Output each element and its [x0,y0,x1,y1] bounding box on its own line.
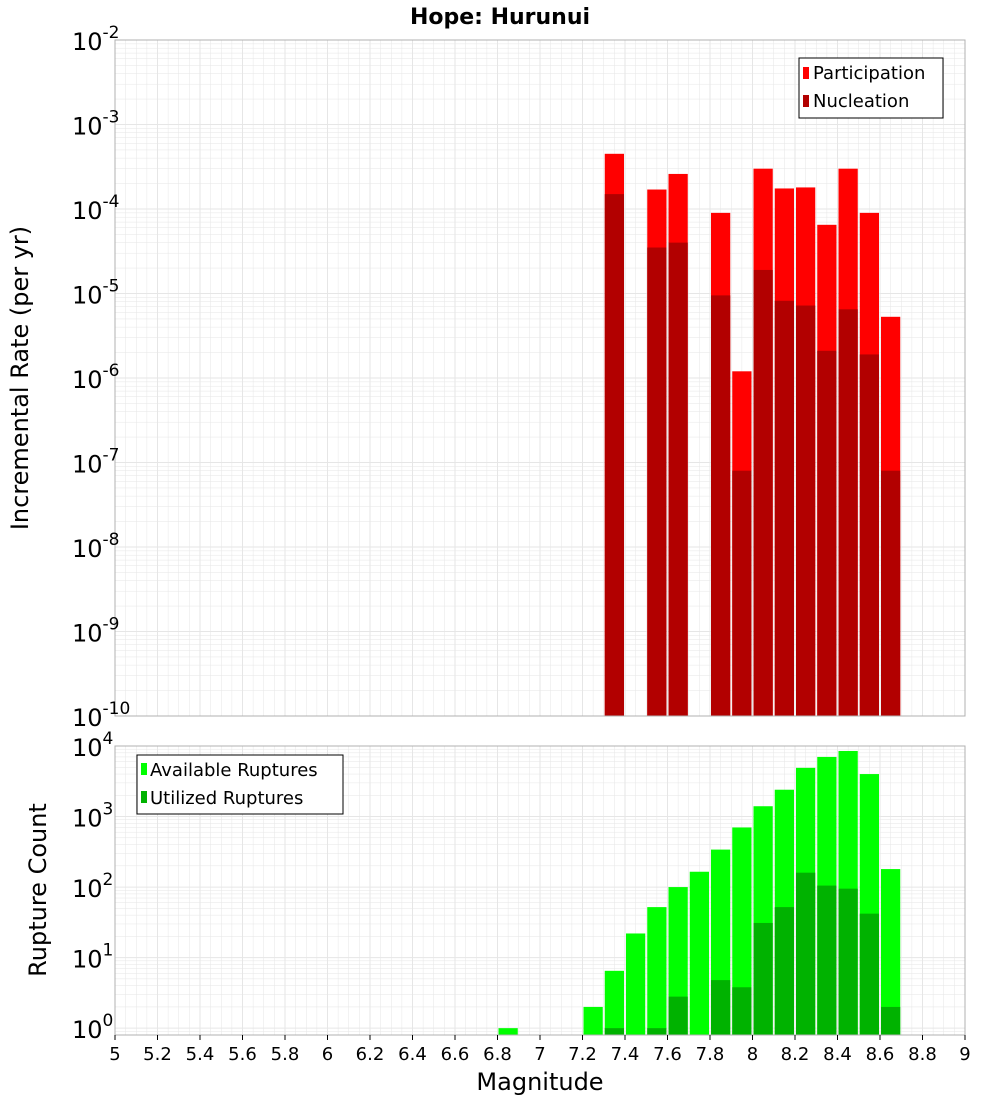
bottom-legend-box [136,754,344,815]
bottom-bar-available-ruptures [881,869,901,1035]
legend-swatch-nucleation [803,95,809,107]
legend-label-participation: Participation [813,63,925,84]
bottom-bar-utilized-ruptures [647,1028,667,1035]
x-tick-label: 5.2 [143,1044,172,1065]
legend-label-utilized: Utilized Ruptures [150,788,303,809]
top-bar-nucleation [604,194,624,716]
x-tick-label: 6 [322,1044,333,1065]
top-bar-nucleation [711,295,731,716]
bottom-bar-utilized-ruptures [881,1006,901,1035]
bottom-bar-available-ruptures [604,970,624,1035]
participation-nucleation-panel: 10-10 10-9 10-8 10-7 10-6 10-5 10-4 10-3 10-2 In… [6,23,966,732]
x-tick-label: 6.4 [398,1044,427,1065]
bottom-bar-utilized-ruptures [838,888,858,1035]
top-bar-nucleation [774,300,794,716]
top-y-tick-label: 10-7 [72,446,120,479]
x-tick-label: 7.4 [611,1044,640,1065]
bottom-bar-available-ruptures [689,871,709,1035]
x-tick-label: 5.4 [186,1044,215,1065]
top-y-tick-label: 10-5 [72,277,120,310]
bottom-y-tick-label: 102 [72,870,113,903]
x-tick-label: 6.2 [356,1044,385,1065]
top-y-tick-label: 10-6 [72,361,120,394]
x-tick-label: 6.6 [441,1044,470,1065]
legend-label-nucleation: Nucleation [813,91,909,112]
bottom-bar-available-ruptures [647,907,667,1035]
bottom-y-tick-label: 104 [72,729,113,762]
top-bar-nucleation [732,470,752,716]
bottom-bar-available-ruptures [498,1028,518,1035]
top-y-ticks: 10-10 10-9 10-8 10-7 10-6 10-5 10-4 10-3 10-2 [72,23,130,732]
x-tick-label: 7.8 [696,1044,725,1065]
top-y-tick-label: 10-10 [72,699,130,732]
rupture-count-panel: 100 101 102 103 104 5 5.2 5.4 5.6 5.8 6 6.2 6.4 6.6 6… [24,729,971,1096]
x-tick-label: 8 [747,1044,758,1065]
top-bar-nucleation [647,247,667,716]
x-tick-label: 7 [534,1044,545,1065]
x-tick-label: 5 [109,1044,120,1065]
bottom-legend: Available Ruptures Utilized Ruptures [136,754,344,815]
x-tick-label: 8.4 [823,1044,852,1065]
top-y-tick-label: 10-4 [72,192,120,225]
bottom-bar-utilized-ruptures [732,987,752,1035]
chart-title: Hope: Hurunui [410,5,590,30]
bottom-bar-utilized-ruptures [817,885,837,1035]
top-bar-nucleation [753,269,773,716]
bottom-bar-utilized-ruptures [774,907,794,1035]
top-y-tick-label: 10-3 [72,108,120,141]
bottom-bar-available-ruptures [626,933,646,1035]
top-bars [604,153,901,717]
top-bar-nucleation [859,354,879,716]
x-axis-label: Magnitude [476,1068,603,1096]
bottom-y-tick-label: 101 [72,941,113,974]
top-bar-nucleation [668,242,688,717]
x-ticks: 5 5.2 5.4 5.6 5.8 6 6.2 6.4 6.6 6.8 7 7.2 7.4 7.6 7.8 8… [109,1035,971,1065]
top-y-tick-label: 10-8 [72,530,120,563]
top-bar-nucleation [817,350,837,716]
bottom-bar-utilized-ruptures [753,922,773,1035]
bottom-bar-available-ruptures [583,1006,603,1035]
top-y-tick-label: 10-2 [72,23,120,56]
x-tick-label: 9 [959,1044,970,1065]
bottom-bar-utilized-ruptures [668,996,688,1035]
legend-swatch-utilized [141,791,147,803]
top-y-tick-label: 10-9 [72,615,120,648]
bottom-bar-utilized-ruptures [711,980,731,1035]
x-tick-label: 7.6 [653,1044,682,1065]
x-tick-label: 5.8 [271,1044,300,1065]
top-bar-nucleation [881,470,901,716]
bottom-y-tick-label: 103 [72,800,113,833]
top-legend: Participation Nucleation [798,57,944,119]
bottom-bar-utilized-ruptures [604,1028,624,1035]
x-tick-label: 8.6 [866,1044,895,1065]
bottom-bar-utilized-ruptures [859,913,879,1035]
legend-swatch-participation [803,67,809,79]
x-tick-label: 8.2 [781,1044,810,1065]
bottom-y-axis-label: Rupture Count [24,803,52,977]
bottom-bar-available-ruptures [732,827,752,1035]
top-y-axis-label: Incremental Rate (per yr) [6,226,34,530]
legend-swatch-available [141,763,147,775]
bottom-y-tick-label: 100 [72,1011,113,1044]
x-tick-label: 5.6 [228,1044,257,1065]
top-plot-frame [114,39,966,717]
x-tick-label: 7.2 [568,1044,597,1065]
top-bar-nucleation [838,309,858,716]
bottom-bars [498,750,901,1035]
x-tick-label: 6.8 [483,1044,512,1065]
bottom-bar-utilized-ruptures [796,872,816,1035]
legend-label-available: Available Ruptures [150,760,318,781]
top-legend-box [798,57,944,119]
top-bar-nucleation [796,305,816,716]
bottom-y-ticks: 100 101 102 103 104 [72,729,113,1044]
x-tick-label: 8.8 [908,1044,937,1065]
top-grid [114,39,966,717]
